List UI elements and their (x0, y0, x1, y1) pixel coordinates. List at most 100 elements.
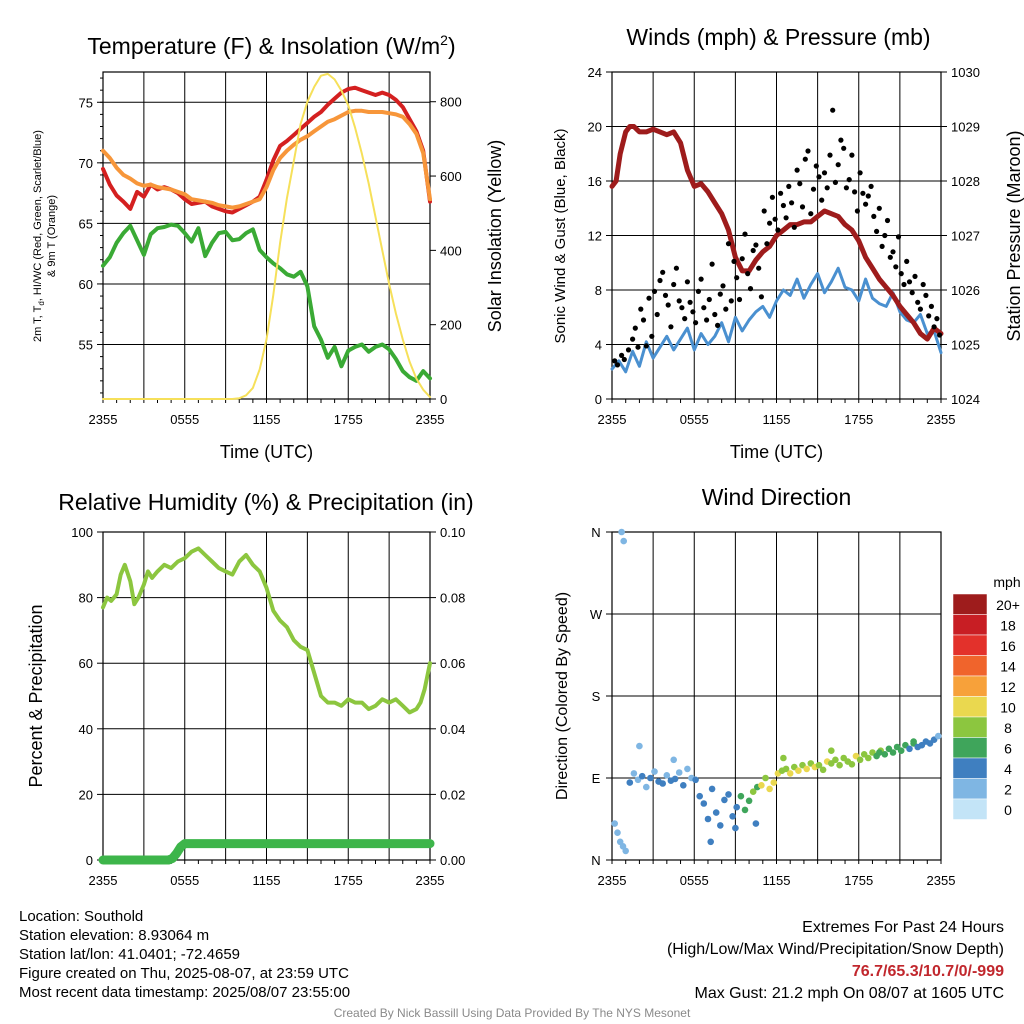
x-tick-label: 2355 (89, 412, 118, 427)
gust-point (860, 190, 866, 196)
panel-3: 2355 0555 1155 1755 2355 N E S W N Wind Direction D… (554, 484, 1021, 888)
colorbar: mph 20+ 18 16 14 12 10 8 6 4 2 0 (952, 574, 1021, 820)
series-dewpoint (101, 222, 432, 383)
gust-point (874, 228, 880, 234)
y-axis-label: 2m T, Td, HI/WC (Red, Green, Scarlet/Blu… (32, 130, 46, 342)
gust-point (660, 269, 666, 275)
gust-point (884, 217, 891, 224)
direction-point (717, 822, 724, 829)
gust-point (843, 185, 850, 191)
gust-point (665, 302, 671, 308)
x-tick-label: 2355 (598, 412, 627, 427)
y-tick-label: 100 (71, 525, 93, 540)
gust-point (676, 298, 682, 304)
y-axis-label-line2: & 9m T (Orange) (46, 195, 58, 277)
x-tick-label: 0555 (170, 873, 199, 888)
y-tick-label: 60 (79, 277, 93, 292)
max-gust: Max Gust: 21.2 mph On 08/07 at 1605 UTC (694, 985, 1005, 1002)
gust-point (745, 271, 751, 277)
y2-tick-label: 0.04 (440, 722, 465, 737)
y-tick-label: N (591, 853, 600, 868)
gust-point (657, 277, 663, 284)
gust-point (857, 170, 863, 176)
gust-point (679, 305, 685, 311)
direction-point (618, 528, 625, 536)
gust-point (654, 311, 660, 318)
gust-point (863, 201, 869, 207)
series-temperature (101, 85, 432, 215)
x-tick-label: 2355 (598, 873, 627, 888)
y2-tick-label: 0.06 (440, 656, 465, 671)
gust-point (893, 264, 899, 270)
gust-point (882, 232, 888, 239)
colorbar-swatch (952, 634, 988, 656)
gust-point (619, 352, 625, 358)
gust-point (783, 215, 789, 221)
direction-point (704, 815, 712, 823)
y2-tick-label: 0.10 (440, 525, 465, 540)
gust-point (797, 181, 803, 187)
credit-line: Created By Nick Bassill Using Data Provi… (333, 1006, 691, 1020)
direction-point (611, 820, 618, 827)
station-info: Location: Southold Station elevation: 8.… (19, 907, 350, 1002)
gust-point (761, 208, 767, 214)
panel-0: 2355 0555 1155 1755 2355 0 200 400 600 800 55 60 65 7… (32, 32, 505, 462)
gust-point (849, 152, 855, 158)
x-tick-label: 0555 (680, 873, 709, 888)
chart-layer: 2355 0555 1155 1755 235502004006008005560657… (26, 24, 1024, 888)
gust-point (810, 186, 817, 192)
gust-point (635, 344, 641, 350)
direction-point (889, 749, 897, 756)
y2-axis-label: Solar Insolation (Yellow) (485, 140, 505, 332)
y-label-part: , HI/WC (Red, Green, Scarlet/Blue) (32, 130, 44, 301)
gust-point (695, 288, 702, 294)
direction-point (663, 772, 671, 779)
chart-title: Temperature (F) & Insolation (W/m2) (87, 32, 455, 59)
direction-point (614, 829, 621, 836)
colorbar-swatch (952, 798, 988, 820)
y2-tick-label: 1026 (951, 283, 980, 298)
plot-border (102, 531, 431, 861)
x-tick-label: 1755 (844, 412, 873, 427)
direction-point (752, 820, 760, 827)
gust-point (638, 306, 644, 312)
gust-point (717, 291, 723, 297)
direction-point (729, 813, 736, 820)
gust-point (821, 170, 828, 176)
y-label-subscript: d (37, 301, 46, 305)
gust-point (698, 276, 704, 282)
colorbar-swatch (952, 675, 988, 697)
direction-point (749, 788, 757, 795)
direction-point (725, 791, 732, 798)
direction-point (770, 779, 778, 786)
direction-point (828, 747, 835, 754)
gust-point (819, 197, 825, 203)
y-tick-label: 8 (595, 283, 602, 298)
gust-point (614, 362, 621, 368)
y-label-part: 2m T, T (32, 305, 44, 342)
y2-tick-label: 1027 (951, 229, 980, 244)
gust-point (901, 281, 907, 288)
direction-point (737, 792, 745, 800)
direction-point (733, 803, 740, 811)
gust-point (684, 279, 691, 285)
direction-point (795, 767, 802, 774)
gust-point (841, 145, 847, 151)
y2-tick-label: 1029 (951, 120, 980, 135)
direction-point (762, 774, 769, 782)
gust-point (621, 356, 627, 363)
y2-tick-label: 0.00 (440, 853, 465, 868)
direction-point (876, 749, 883, 756)
direction-point (643, 783, 650, 791)
gust-point (668, 324, 674, 330)
direction-point (745, 797, 753, 805)
y-tick-label: 16 (588, 174, 602, 189)
gust-point (920, 281, 926, 288)
colorbar-swatch (952, 737, 988, 759)
gust-point (747, 286, 754, 292)
gust-point (734, 275, 740, 281)
colorbar-label: 20+ (996, 597, 1020, 613)
x-tick-label: 1155 (253, 412, 281, 427)
colorbar-label: 16 (1000, 638, 1016, 654)
y2-tick-label: 400 (440, 243, 462, 258)
